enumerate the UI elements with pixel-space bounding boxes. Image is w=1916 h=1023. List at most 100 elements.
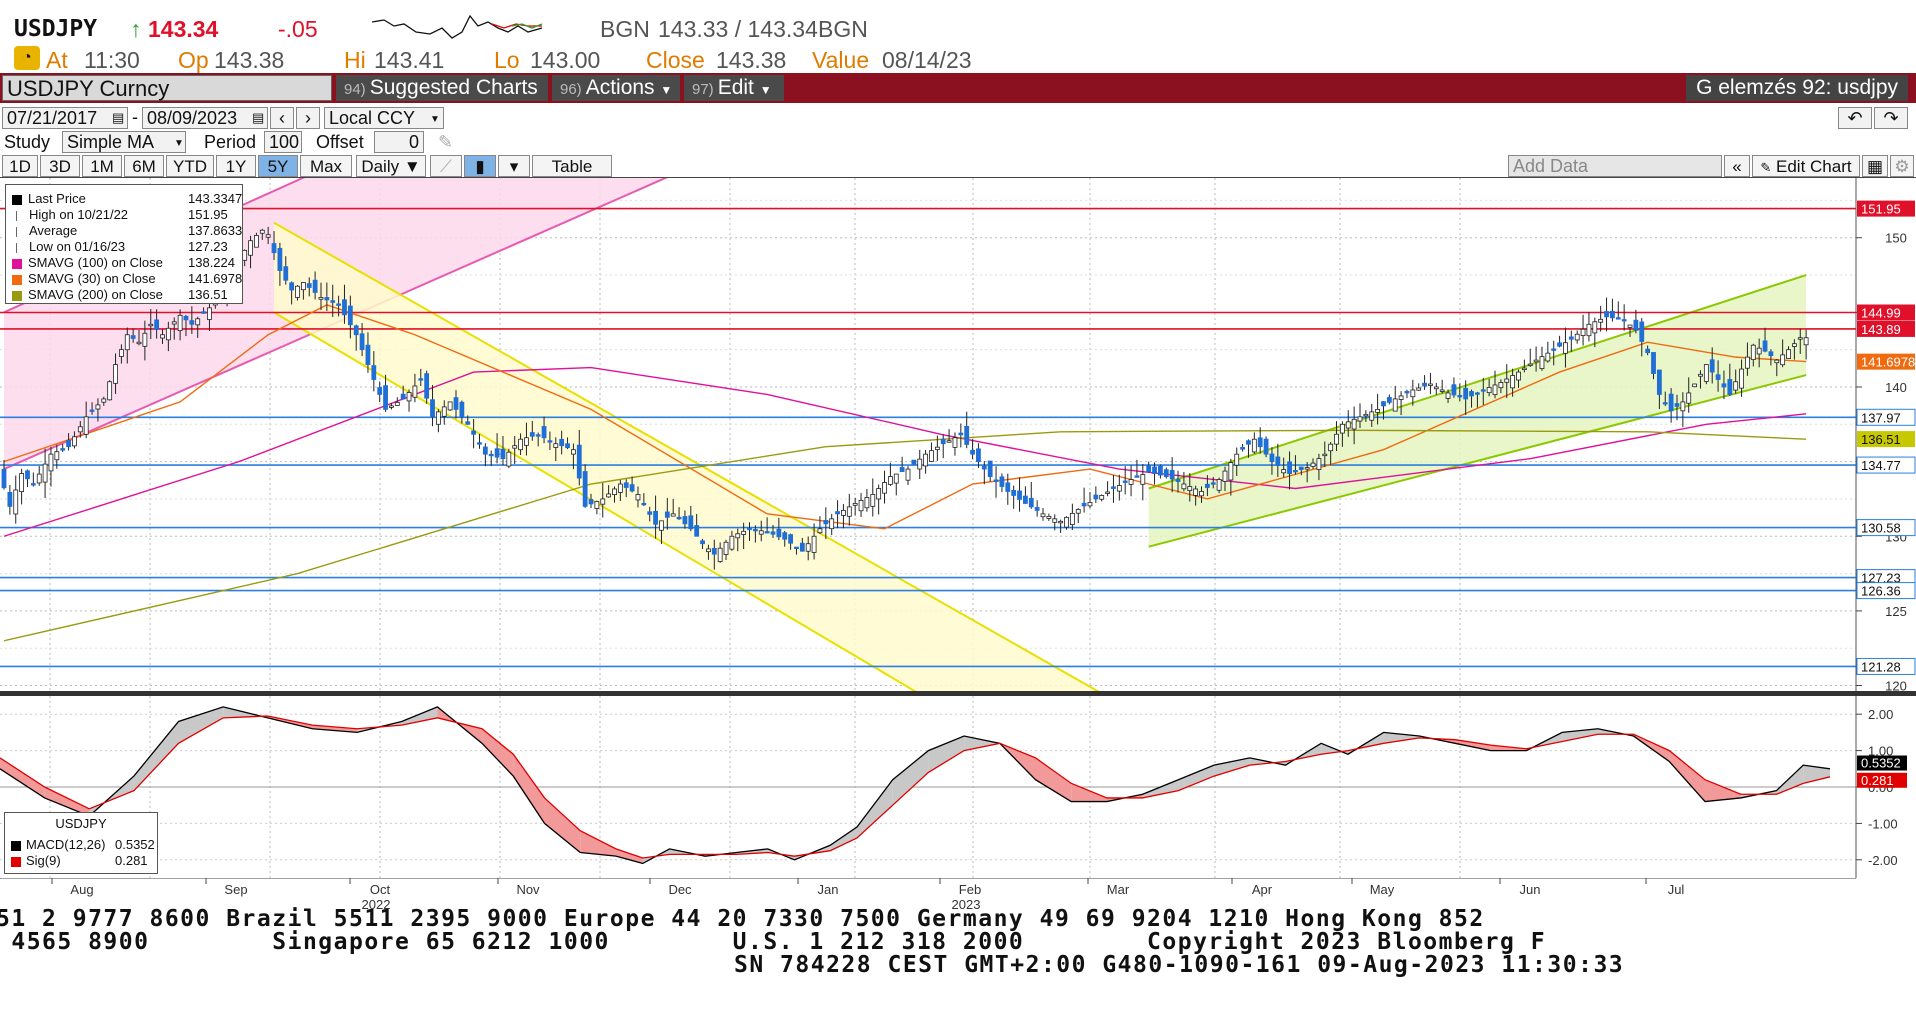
candle-body	[1040, 513, 1046, 518]
offset-input[interactable]: 0	[374, 131, 424, 153]
candle-body	[682, 516, 688, 525]
candle-body	[1169, 469, 1175, 480]
candle-chart-icon[interactable]: ▮	[464, 155, 496, 177]
y-value-tag-label: 127.23	[1861, 571, 1901, 586]
macd-histogram-fill	[1214, 757, 1250, 777]
candle-body	[1322, 453, 1328, 457]
macd-histogram-fill	[964, 736, 1000, 751]
candle-body	[1457, 394, 1463, 398]
calendar-icon[interactable]: ▤	[252, 110, 265, 125]
candle-body	[1680, 401, 1686, 412]
candle-body	[77, 426, 83, 433]
candle-body	[946, 440, 952, 443]
candle-body	[541, 426, 547, 439]
edit-chart-button[interactable]: ✎ Edit Chart	[1752, 155, 1860, 177]
macd-histogram-fill	[1178, 765, 1215, 791]
chevron-down-icon[interactable]: ▼	[430, 114, 440, 125]
table-button[interactable]: Table	[532, 155, 612, 177]
chevron-down-icon[interactable]: ▼	[174, 138, 184, 149]
candle-body	[940, 438, 946, 445]
chart-settings-icon[interactable]: ▦	[1862, 155, 1888, 177]
candle-body	[565, 443, 570, 449]
range-tab-1m[interactable]: 1M	[82, 155, 122, 177]
candle-body	[1510, 375, 1516, 389]
edit-button[interactable]: 97) Edit ▼	[684, 75, 784, 101]
line-chart-icon[interactable]: ⟋	[430, 155, 462, 177]
candle-body	[934, 446, 940, 450]
macd-histogram-fill	[615, 848, 643, 864]
pencil-icon[interactable]: ✎	[438, 132, 454, 152]
candle-body	[1445, 392, 1451, 399]
candle-body	[1334, 433, 1339, 445]
range-tab-max[interactable]: Max	[300, 155, 352, 177]
range-tab-6m[interactable]: 6M	[124, 155, 164, 177]
calendar-icon[interactable]: ▤	[112, 110, 125, 125]
candle-body	[259, 229, 265, 234]
candle-body	[1069, 512, 1075, 526]
candle-body	[1152, 466, 1157, 474]
macd-histogram-fill	[544, 797, 581, 853]
legend-value: 143.3347	[188, 191, 243, 206]
macd-histogram-fill	[401, 706, 438, 726]
legend-value: 141.6978	[188, 271, 243, 286]
actions-button[interactable]: 96) Actions ▼	[552, 75, 680, 101]
candle-body	[377, 387, 383, 395]
macd-histogram-fill	[0, 757, 45, 798]
undo-icon[interactable]: ↶	[1838, 107, 1872, 129]
candle-body	[1287, 461, 1292, 474]
range-tab-1y[interactable]: 1Y	[216, 155, 256, 177]
pencil-icon: ✎	[1760, 160, 1772, 175]
low-label: Lo	[494, 47, 520, 73]
candle-body	[606, 493, 612, 498]
legend-value: 127.23	[188, 239, 228, 254]
candle-body	[1451, 384, 1457, 396]
next-range-button[interactable]: ›	[296, 107, 320, 129]
study-select[interactable]: Simple MA	[62, 131, 186, 153]
period-input[interactable]: 100	[264, 131, 302, 153]
candle-body	[1293, 469, 1298, 473]
macd-histogram-fill	[44, 787, 90, 817]
candle-body	[1275, 456, 1281, 467]
candle-body	[1521, 367, 1527, 370]
panel-divider[interactable]	[0, 691, 1916, 696]
candle-body	[336, 303, 341, 306]
frequency-select[interactable]: Daily ▼	[356, 155, 426, 177]
up-arrow-icon: ↑	[130, 16, 142, 42]
candle-body	[189, 320, 195, 325]
macd-histogram-fill	[856, 779, 893, 838]
prev-range-button[interactable]: ‹	[270, 107, 294, 129]
candle-body	[1058, 520, 1064, 524]
legend-label: SMAVG (30) on Close	[28, 271, 156, 286]
y-value-tag-label: 0.281	[1861, 773, 1894, 788]
candle-body	[623, 482, 629, 488]
start-date-input[interactable]: 07/21/2017	[2, 107, 128, 129]
range-tab-ytd[interactable]: YTD	[166, 155, 214, 177]
channel-fill-rising-green	[1148, 275, 1807, 547]
candle-body	[459, 401, 465, 418]
legend-label: Low on 01/16/23	[29, 239, 126, 254]
candle-body	[1310, 462, 1316, 467]
candle-body	[876, 488, 882, 500]
range-tab-3d[interactable]: 3D	[40, 155, 80, 177]
actions-label: Actions	[585, 76, 655, 99]
study-label: Study	[4, 132, 51, 152]
candle-body	[1175, 479, 1181, 482]
candle-body	[1128, 479, 1134, 485]
suggested-charts-button[interactable]: 94) Suggested Charts	[336, 75, 548, 101]
security-field[interactable]: USDJPY Curncy	[2, 75, 332, 101]
candle-body	[905, 468, 911, 481]
range-tab-5y[interactable]: 5Y	[258, 155, 298, 177]
redo-icon[interactable]: ↷	[1874, 107, 1908, 129]
candle-body	[1146, 465, 1152, 473]
collapse-icon[interactable]: «	[1724, 155, 1750, 177]
currency-select[interactable]: Local CCY	[324, 107, 444, 129]
candle-body	[735, 533, 741, 539]
gear-icon[interactable]: ⚙	[1890, 155, 1914, 177]
macd-legend: USDJPY MACD(12,26) 0.5352 Sig(9) 0.281	[4, 812, 158, 874]
range-tab-1d[interactable]: 1D	[2, 155, 38, 177]
end-date-input[interactable]: 08/09/2023	[142, 107, 268, 129]
add-data-input[interactable]: Add Data	[1508, 155, 1722, 177]
value-date: 08/14/23	[882, 47, 972, 73]
chart-style-dropdown[interactable]: ▾	[498, 155, 530, 177]
high-label: Hi	[344, 47, 366, 73]
